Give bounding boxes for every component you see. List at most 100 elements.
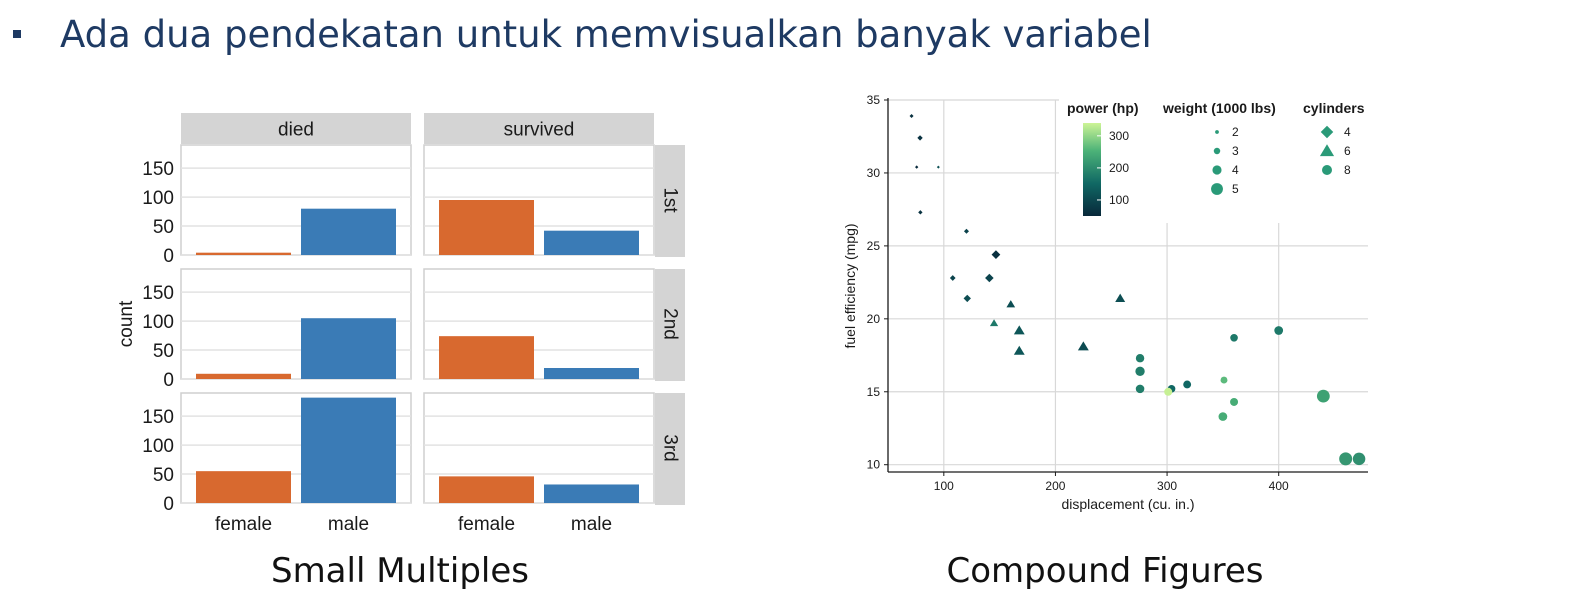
facet-strip-1st	[655, 145, 685, 257]
data-point	[989, 319, 999, 327]
x-axis-title: displacement (cu. in.)	[1061, 496, 1194, 512]
bar-male	[301, 397, 396, 503]
data-point	[1316, 389, 1330, 403]
data-point	[936, 165, 940, 169]
facet-strip-2nd	[655, 269, 685, 381]
data-point	[1164, 387, 1173, 396]
facet-label-3rd: 3rd	[660, 434, 681, 461]
x-tick-label: female	[458, 514, 515, 535]
bullet-marker	[13, 30, 21, 38]
shape-legend-marker	[1322, 165, 1332, 175]
data-point	[1183, 380, 1192, 389]
y-tick-label: 35	[867, 93, 881, 107]
y-tick-label: 100	[142, 436, 174, 457]
data-point	[1077, 341, 1089, 351]
data-point	[1230, 333, 1238, 342]
legend-title-cylinders: cylinders	[1303, 100, 1365, 116]
data-point	[1230, 397, 1239, 406]
data-point	[1135, 366, 1145, 377]
legend-title-power: power (hp)	[1067, 100, 1139, 116]
size-legend-marker	[1215, 130, 1219, 134]
y-tick-label: 15	[867, 385, 881, 399]
size-legend-marker	[1212, 165, 1222, 175]
y-tick-label: 0	[163, 370, 174, 391]
data-point	[949, 275, 956, 281]
bar-male	[544, 484, 639, 503]
data-point	[1115, 293, 1126, 302]
x-tick-label: male	[571, 514, 612, 535]
data-point	[991, 250, 1001, 260]
data-point	[963, 228, 969, 234]
data-point	[985, 273, 994, 283]
x-tick-label: 300	[1157, 479, 1177, 493]
y-tick-label: 20	[867, 312, 881, 326]
data-point	[963, 294, 971, 303]
legend-title-weight: weight (1000 lbs)	[1162, 100, 1276, 116]
facet-label-survived: survived	[504, 120, 575, 141]
size-legend-label: 5	[1232, 182, 1239, 196]
y-axis-label: count	[116, 300, 137, 347]
bar-female	[196, 471, 291, 503]
data-point	[915, 165, 919, 169]
y-tick-label: 150	[142, 407, 174, 428]
facet-strip-3rd	[655, 393, 685, 505]
legend-background	[1059, 85, 1395, 223]
bar-female	[196, 252, 291, 255]
x-tick-label: male	[328, 514, 369, 535]
small-multiples-chart: died survived 1st 2nd 3rd 0 50 100 150 0 50 100 150 0…	[116, 113, 685, 535]
shape-legend-label: 4	[1344, 125, 1351, 139]
bar-male	[301, 318, 396, 379]
data-point	[1352, 452, 1366, 466]
panel-survived-2nd	[423, 268, 655, 380]
shape-legend-label: 6	[1344, 144, 1351, 158]
bar-female	[439, 476, 534, 503]
bar-female	[196, 373, 291, 379]
bar-male	[544, 230, 639, 255]
y-tick-label: 150	[142, 283, 174, 304]
size-legend-label: 3	[1232, 144, 1239, 158]
size-legend-marker	[1211, 183, 1223, 195]
panel-survived-3rd	[423, 392, 655, 504]
size-legend-label: 2	[1232, 125, 1239, 139]
y-tick-label: 50	[153, 341, 174, 362]
colorbar	[1083, 123, 1101, 216]
colorbar-tick-label: 200	[1109, 161, 1129, 175]
x-tick-label: female	[215, 514, 272, 535]
panel-died-1st	[180, 144, 412, 256]
data-point	[1006, 300, 1016, 308]
x-tick-label: 100	[934, 479, 954, 493]
data-point	[1218, 412, 1228, 421]
data-point	[1339, 452, 1353, 466]
facet-label-1st: 1st	[660, 187, 681, 213]
data-point	[918, 210, 923, 215]
bar-female	[439, 336, 534, 379]
compound-figures-caption: Compound Figures	[946, 551, 1264, 591]
y-tick-label: 30	[867, 166, 881, 180]
slide-heading: Ada dua pendekatan untuk memvisualkan ba…	[60, 13, 1152, 56]
colorbar-tick-label: 100	[1109, 193, 1129, 207]
data-point	[1135, 384, 1145, 394]
facet-label-2nd: 2nd	[660, 308, 681, 340]
y-tick-label: 100	[142, 312, 174, 333]
bar-male	[544, 368, 639, 379]
y-tick-label: 100	[142, 188, 174, 209]
data-point	[1013, 345, 1025, 355]
y-tick-label: 25	[867, 239, 881, 253]
bar-female	[439, 200, 534, 255]
data-point	[909, 114, 914, 119]
y-tick-label: 50	[153, 217, 174, 238]
panel-survived-1st	[423, 144, 655, 256]
small-multiples-caption: Small Multiples	[270, 551, 529, 591]
data-point	[917, 135, 923, 141]
bar-male	[301, 208, 396, 255]
data-point	[1013, 325, 1025, 335]
scatter-points	[909, 114, 1366, 466]
panel-died-3rd	[180, 392, 412, 504]
facet-strip-survived	[424, 113, 654, 144]
shape-legend-marker	[1319, 144, 1335, 157]
size-legend-label: 4	[1232, 163, 1239, 177]
y-tick-label: 50	[153, 465, 174, 486]
data-point	[1135, 354, 1145, 363]
facet-strip-died	[181, 113, 411, 144]
